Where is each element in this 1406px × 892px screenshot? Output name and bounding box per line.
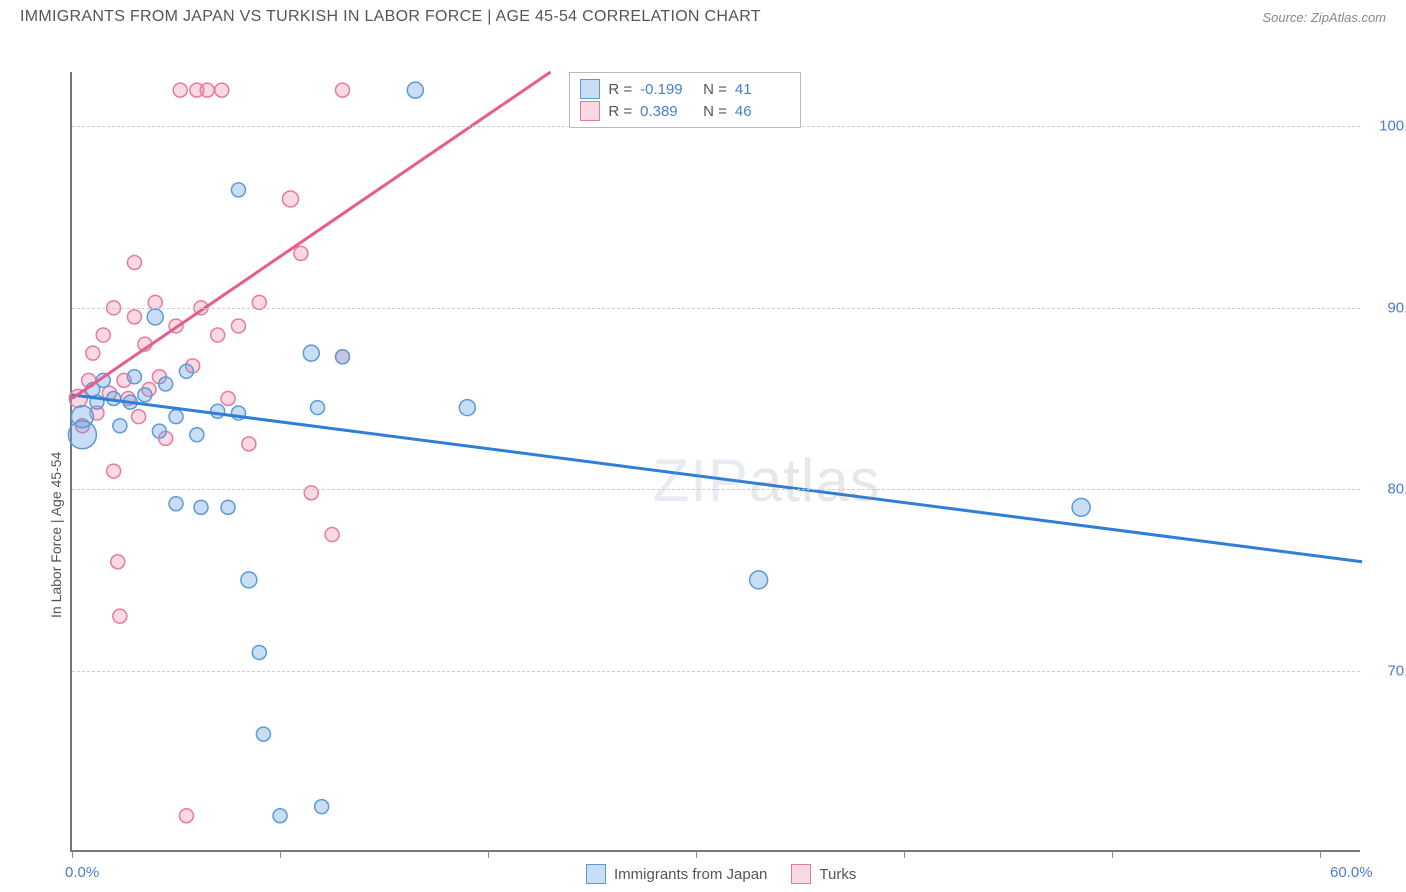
data-point (315, 800, 329, 814)
stats-row: R = 0.389 N = 46 (580, 101, 790, 121)
stats-r-label: R = (608, 81, 632, 98)
x-tick (72, 850, 73, 858)
data-point (242, 437, 256, 451)
chart-source: Source: ZipAtlas.com (1262, 10, 1386, 25)
data-point (179, 364, 193, 378)
data-point (221, 500, 235, 514)
data-point (127, 255, 141, 269)
stats-r-label: R = (608, 103, 632, 120)
data-point (273, 809, 287, 823)
data-point (69, 390, 87, 408)
stats-n-value: 46 (735, 103, 790, 120)
data-point (407, 82, 423, 98)
legend-label: Immigrants from Japan (614, 866, 767, 883)
y-tick-label: 100.0% (1370, 118, 1406, 135)
data-point (311, 401, 325, 415)
pink-swatch-icon (791, 864, 811, 884)
data-point (132, 410, 146, 424)
y-tick-label: 90.0% (1370, 299, 1406, 316)
data-point (335, 83, 349, 97)
x-tick (488, 850, 489, 858)
data-point (113, 609, 127, 623)
data-point (147, 309, 163, 325)
blue-swatch-icon (586, 864, 606, 884)
legend-item: Immigrants from Japan (586, 864, 767, 884)
data-point (107, 464, 121, 478)
data-point (173, 83, 187, 97)
gridline (72, 671, 1360, 672)
data-point (113, 419, 127, 433)
y-tick-label: 70.0% (1370, 662, 1406, 679)
data-point (459, 400, 475, 416)
data-point (159, 377, 173, 391)
legend-label: Turks (819, 866, 856, 883)
data-point (231, 183, 245, 197)
gridline (72, 489, 1360, 490)
data-point (179, 809, 193, 823)
y-axis-title: In Labor Force | Age 45-54 (48, 452, 64, 618)
data-point (1072, 498, 1090, 516)
data-point (138, 388, 152, 402)
data-point (190, 428, 204, 442)
data-point (169, 497, 183, 511)
data-point (282, 191, 298, 207)
data-point (127, 310, 141, 324)
data-point (169, 410, 183, 424)
x-axis-min-label: 0.0% (65, 864, 99, 881)
chart-header: IMMIGRANTS FROM JAPAN VS TURKISH IN LABO… (0, 0, 1406, 30)
x-tick (1112, 850, 1113, 858)
data-point (127, 370, 141, 384)
data-point (256, 727, 270, 741)
x-tick (696, 850, 697, 858)
data-point (231, 319, 245, 333)
stats-r-value: 0.389 (640, 103, 695, 120)
data-point (68, 421, 96, 449)
data-point (304, 486, 318, 500)
data-point (303, 345, 319, 361)
data-point (325, 528, 339, 542)
chart-title: IMMIGRANTS FROM JAPAN VS TURKISH IN LABO… (20, 8, 761, 26)
x-tick (904, 850, 905, 858)
blue-swatch-icon (580, 79, 600, 99)
stats-n-label: N = (703, 103, 727, 120)
stats-r-value: -0.199 (640, 81, 695, 98)
stats-row: R = -0.199 N = 41 (580, 79, 790, 99)
data-point (252, 645, 266, 659)
x-axis-max-label: 60.0% (1330, 864, 1373, 881)
data-point (211, 328, 225, 342)
stats-n-value: 41 (735, 81, 790, 98)
y-tick-label: 80.0% (1370, 481, 1406, 498)
trend-line (72, 395, 1362, 562)
data-point (221, 392, 235, 406)
data-point (750, 571, 768, 589)
data-point (200, 83, 214, 97)
gridline (72, 308, 1360, 309)
data-point (294, 246, 308, 260)
data-point (215, 83, 229, 97)
data-point (194, 500, 208, 514)
data-point (211, 404, 225, 418)
pink-swatch-icon (580, 101, 600, 121)
x-tick (280, 850, 281, 858)
data-point (111, 555, 125, 569)
legend-item: Turks (791, 864, 856, 884)
stats-n-label: N = (703, 81, 727, 98)
data-point (86, 346, 100, 360)
x-tick (1320, 850, 1321, 858)
plot-area: ZIPatlas 70.0%80.0%90.0%100.0% (70, 72, 1360, 852)
stats-box: R = -0.199 N = 41 R = 0.389 N = 46 (569, 72, 801, 128)
bottom-legend: Immigrants from Japan Turks (586, 864, 856, 884)
data-point (96, 328, 110, 342)
data-point (152, 424, 166, 438)
data-point (335, 350, 349, 364)
data-point (241, 572, 257, 588)
plot-svg (72, 72, 1362, 852)
